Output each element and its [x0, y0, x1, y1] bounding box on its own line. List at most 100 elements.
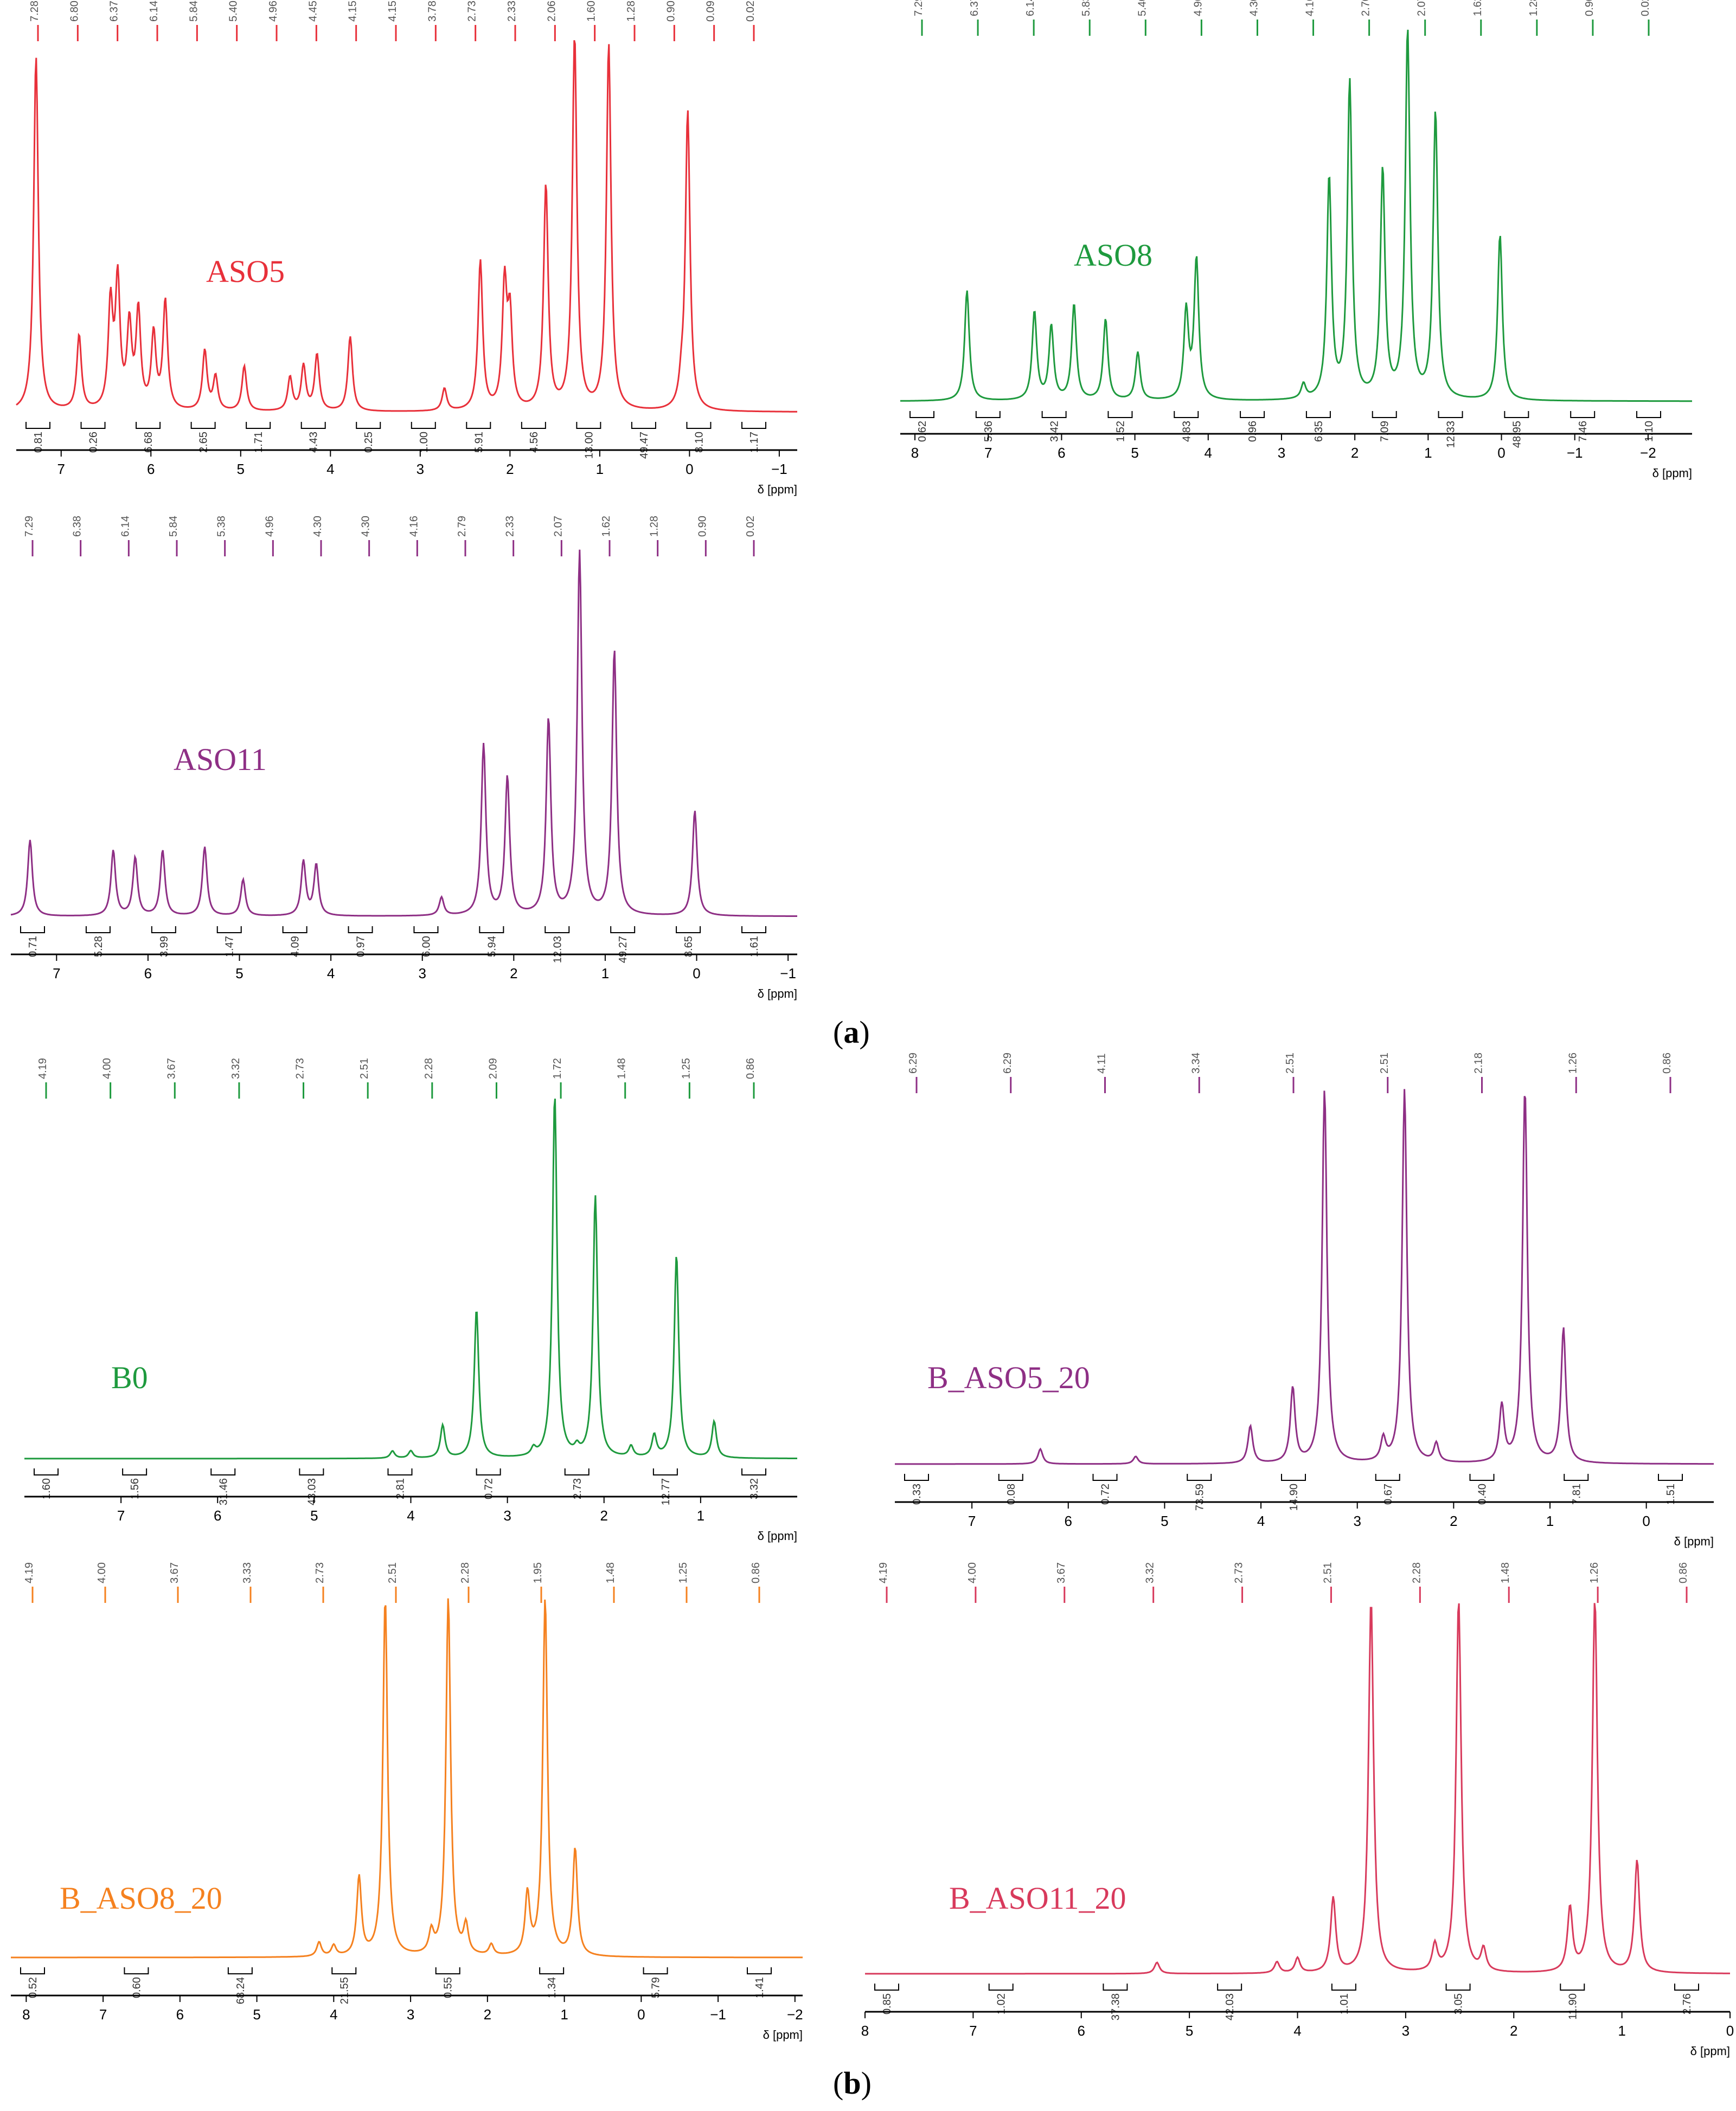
integral-bracket [411, 422, 436, 429]
integral-bracket [998, 1474, 1023, 1481]
integral-bracket [1281, 1474, 1306, 1481]
x-tick-label: 5 [253, 2006, 260, 2023]
x-tick-label: 0 [1642, 1513, 1650, 1529]
peak-label: 1.72 [552, 1058, 563, 1079]
integral-value: 8.65 [683, 936, 695, 957]
integral-bracket [227, 1967, 253, 1974]
x-tick-label: 7 [99, 2006, 107, 2023]
integral-bracket [747, 1967, 772, 1974]
x-tick-label: 5 [235, 965, 243, 981]
integral-value: 5.79 [650, 1977, 662, 1998]
integral-value: 2.73 [572, 1478, 584, 1499]
peak-label: 5.84 [188, 1, 200, 22]
peak-label: 6.14 [119, 516, 131, 537]
peak-label: 5.84 [168, 516, 180, 537]
integral-value: 0.62 [917, 421, 928, 442]
x-tick-label: 3 [418, 965, 426, 981]
x-axis-label: δ [ppm] [758, 483, 797, 496]
integral-bracket [246, 422, 271, 429]
x-tick-label: 2 [506, 461, 514, 477]
x-tick-label: 6 [1078, 2023, 1085, 2039]
peak-label: 1.62 [1472, 0, 1484, 16]
integral-bracket [136, 422, 161, 429]
integral-value: 0.67 [1382, 1484, 1394, 1505]
integral-value: 0.26 [88, 432, 100, 453]
peak-label: 0.86 [745, 1058, 757, 1079]
x-axis-label: δ [ppm] [758, 1529, 797, 1543]
x-tick-label: 1 [560, 2006, 568, 2023]
integral-value: 4.83 [1181, 421, 1193, 442]
peak-label: 7.29 [23, 516, 35, 537]
integral-value: 0.40 [1477, 1484, 1489, 1505]
integral-value: 0.08 [1005, 1484, 1017, 1505]
peak-label: 2.73 [1233, 1562, 1245, 1583]
x-tick-label: −2 [787, 2006, 803, 2023]
integral-value: 1.47 [224, 936, 236, 957]
x-tick-label: −1 [710, 2006, 726, 2023]
integral-value: 1.01 [1338, 1993, 1350, 2014]
x-tick-label: 3 [417, 461, 424, 477]
integral-bracket [1445, 1984, 1471, 1991]
integral-bracket [466, 422, 491, 429]
x-tick-label: −1 [780, 965, 796, 981]
peak-label: 2.73 [294, 1058, 306, 1079]
integral-value: 73.59 [1194, 1484, 1206, 1511]
integral-value: 13.00 [583, 432, 595, 459]
x-axis-label: δ [ppm] [1674, 1535, 1714, 1548]
spectrum-title: ASO11 [174, 742, 267, 777]
spectrum-title: ASO5 [206, 254, 285, 289]
peak-label: 3.67 [169, 1562, 181, 1583]
peak-label: 5.38 [216, 516, 228, 537]
peak-label: 4.15 [347, 1, 359, 22]
integral-bracket [1372, 411, 1397, 418]
x-tick-label: 6 [144, 965, 152, 981]
integral-value: 49.47 [638, 432, 650, 459]
spectrum-title: ASO8 [1074, 238, 1152, 273]
peak-label: 2.09 [487, 1058, 499, 1079]
integral-bracket [413, 926, 439, 933]
integral-bracket [1107, 411, 1133, 418]
peak-label: 2.51 [1322, 1562, 1334, 1583]
peak-label: 3.34 [1190, 1053, 1202, 1074]
integral-bracket [1240, 411, 1265, 418]
integral-bracket [190, 422, 216, 429]
x-tick-label: 2 [510, 965, 517, 981]
peak-label: 2.07 [552, 516, 564, 537]
integral-value: 1.51 [1665, 1484, 1677, 1505]
integral-bracket [348, 926, 373, 933]
integral-bracket [80, 422, 106, 429]
peak-label: 7.29 [913, 0, 925, 16]
x-tick-label: 4 [1293, 2023, 1301, 2039]
integral-bracket [539, 1967, 565, 1974]
integral-value: 68.24 [235, 1977, 247, 2004]
integral-bracket [1041, 411, 1067, 418]
peak-label: 6.37 [108, 1, 120, 22]
peak-label: 3.32 [1144, 1562, 1156, 1583]
peak-label: 7.28 [29, 1, 41, 22]
peak-label: 2.51 [1284, 1053, 1296, 1074]
spectrum-line [10, 549, 797, 917]
peak-label: 2.18 [1473, 1053, 1485, 1074]
peak-label: 6.37 [969, 0, 981, 16]
x-tick-label: 1 [1546, 1513, 1554, 1529]
integral-bracket [216, 926, 242, 933]
spectrum-title: B0 [111, 1360, 148, 1395]
integral-value: 1.17 [748, 432, 760, 453]
integral-value: 49.27 [617, 936, 629, 963]
integral-value: 0.71 [27, 936, 39, 957]
integral-bracket [631, 422, 656, 429]
peak-label: 1.28 [649, 516, 661, 537]
integral-bracket [1217, 1984, 1242, 1991]
integral-value: 0.33 [911, 1484, 923, 1505]
integral-bracket [904, 1474, 929, 1481]
integral-bracket [1504, 411, 1529, 418]
x-tick-label: 4 [407, 1507, 414, 1524]
integral-value: 1.61 [748, 936, 760, 957]
integral-value: 14.90 [1288, 1484, 1300, 1511]
integral-value: 6.00 [420, 936, 432, 957]
integral-value: 0.81 [33, 432, 44, 453]
x-tick-label: 1 [1618, 2023, 1625, 2039]
peak-label: 0.86 [1661, 1053, 1673, 1074]
peak-label: 3.78 [426, 1, 438, 22]
x-tick-label: 4 [1205, 445, 1212, 461]
